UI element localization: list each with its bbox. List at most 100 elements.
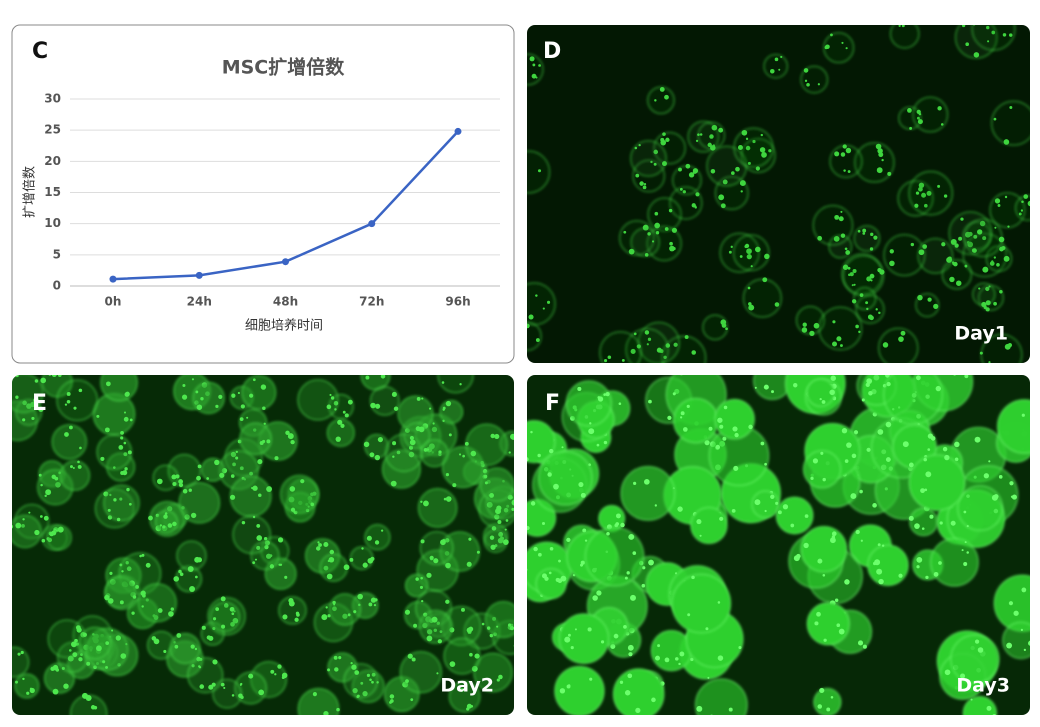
cell — [763, 53, 789, 79]
cell-spot — [688, 370, 691, 373]
cell-spot — [596, 590, 602, 596]
cell-spot — [72, 652, 78, 658]
cell-spot — [623, 230, 627, 234]
cell-spot — [409, 435, 414, 441]
cell-spot — [121, 570, 124, 573]
cell-spot — [996, 262, 1000, 267]
cell-spot — [1008, 601, 1014, 606]
cell-spot — [770, 494, 775, 499]
cell-spot — [615, 522, 620, 526]
cell-spot — [750, 265, 753, 268]
cell-spot — [282, 614, 288, 620]
cell — [56, 379, 99, 422]
cell-spot — [680, 416, 683, 419]
cell-spot — [659, 87, 665, 92]
cell-spot — [709, 714, 715, 715]
cell-spot — [907, 108, 912, 113]
cell-spot — [469, 652, 473, 657]
cell — [399, 650, 443, 694]
cell-spot — [258, 689, 265, 696]
cell-spot — [445, 472, 450, 477]
cell-spot — [393, 406, 399, 411]
cell — [620, 465, 676, 522]
cell-spot — [937, 184, 941, 188]
cell-spot — [654, 504, 657, 507]
cell-spot — [347, 613, 351, 617]
cell-spot — [809, 330, 815, 336]
point — [368, 220, 376, 228]
cell-spot — [171, 474, 177, 480]
cell-spot — [445, 562, 451, 569]
cell-spot — [739, 180, 746, 187]
cell-spot — [692, 367, 696, 371]
cell-spot — [596, 443, 600, 447]
cell-spot — [421, 397, 424, 400]
cell-spot — [695, 139, 699, 143]
cell-spot — [40, 377, 47, 384]
cell-spot — [238, 693, 243, 699]
cell — [912, 96, 949, 133]
cell-spot — [148, 515, 153, 521]
cell-spot — [780, 55, 783, 59]
cell-spot — [857, 640, 864, 646]
cell-spot — [697, 133, 700, 136]
cell-spot — [730, 245, 733, 248]
panel-label: D — [543, 39, 561, 64]
cell-spot — [530, 501, 536, 506]
cell-spot — [782, 504, 789, 510]
cell-spot — [257, 536, 262, 540]
cell-spot — [274, 673, 277, 676]
cell-spot — [949, 276, 955, 283]
cell-spot — [817, 83, 820, 86]
cell-spot — [240, 404, 245, 409]
cell-spot — [174, 644, 179, 649]
cell — [417, 487, 458, 528]
x-tick-label: 96h — [445, 295, 470, 309]
panel-caption: Day2 — [440, 675, 494, 697]
cell-spot — [438, 450, 442, 454]
panel-label: E — [32, 391, 47, 416]
cell-spot — [628, 652, 633, 657]
cell-spot — [696, 519, 702, 525]
cell-spot — [764, 253, 770, 260]
cell-spot — [873, 235, 878, 240]
x-tick-label: 24h — [187, 295, 212, 309]
cell-spot — [445, 400, 452, 407]
cell — [956, 484, 1004, 532]
cell-spot — [215, 607, 220, 611]
cell-spot — [944, 669, 951, 676]
cell-spot — [51, 375, 57, 377]
cell-spot — [838, 216, 844, 222]
cell-spot — [628, 533, 635, 540]
cell — [948, 211, 993, 256]
cell-spot — [954, 243, 959, 248]
cell-spot — [976, 719, 979, 722]
cell-spot — [377, 437, 383, 443]
cell-spot — [34, 529, 40, 536]
cell-spot — [721, 323, 727, 328]
cell-spot — [832, 320, 836, 324]
cell-spot — [836, 623, 841, 628]
cell-spot — [287, 433, 294, 440]
cell-spot — [373, 603, 377, 607]
cell — [51, 424, 88, 460]
cell-spot — [124, 391, 130, 397]
cell-spot — [732, 426, 738, 432]
cell-spot — [79, 446, 82, 450]
cell-spot — [806, 82, 810, 87]
cell-spot — [426, 572, 432, 578]
cell-spot — [847, 266, 851, 270]
cell-spot — [486, 626, 491, 630]
cell-spot — [561, 446, 564, 449]
cell-spot — [1009, 33, 1013, 37]
cell-spot — [108, 598, 114, 604]
cell-spot — [633, 481, 637, 486]
cell-spot — [118, 445, 124, 450]
cell-spot — [520, 291, 522, 293]
cell-spot — [824, 45, 828, 50]
cell-spot — [218, 394, 223, 399]
cell-spot — [774, 302, 780, 307]
cell-spot — [326, 404, 332, 410]
cell-spot — [530, 430, 533, 434]
cell-spot — [915, 191, 920, 195]
